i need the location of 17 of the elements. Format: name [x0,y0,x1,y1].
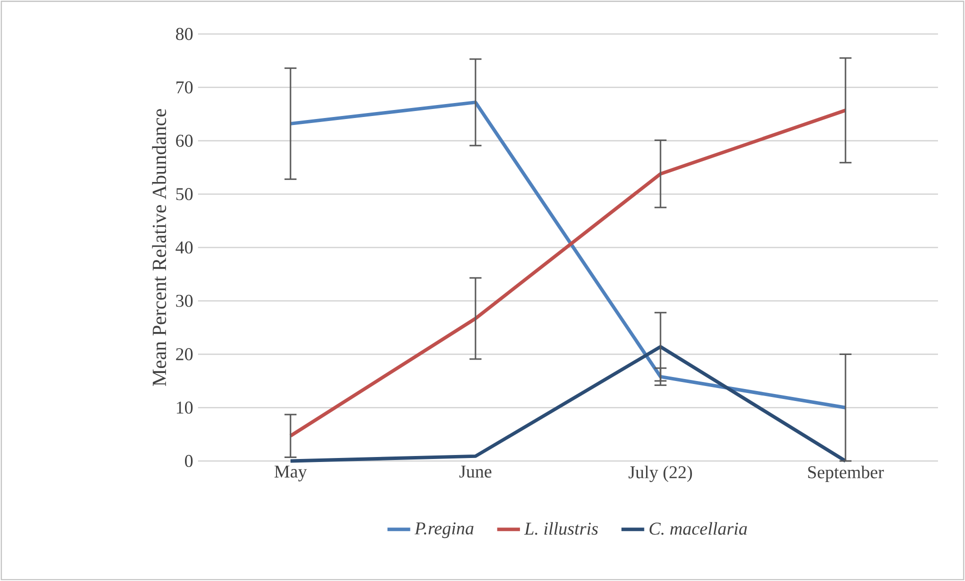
y-axis-title: Mean Percent Relative Abundance [152,109,166,386]
y-tick-label: 20 [176,348,193,360]
x-tick-label: May [274,466,307,482]
legend-label: L. illustris [524,522,598,535]
y-tick-label: 40 [176,241,193,254]
legend-label: P.regina [414,522,474,538]
y-tick-label: 50 [176,188,193,200]
y-tick-label: 70 [176,81,193,94]
legend-label: C. macellaria [650,522,747,535]
y-tick-label: 30 [176,294,193,307]
y-tick-label: 60 [176,134,193,147]
x-tick-label: September [808,466,884,482]
y-tick-label: 0 [184,454,193,468]
x-tick-label: June [459,466,492,478]
x-tick-label: July (22) [628,466,692,482]
y-tick-label: 80 [176,28,193,40]
y-tick-label: 10 [176,402,193,414]
